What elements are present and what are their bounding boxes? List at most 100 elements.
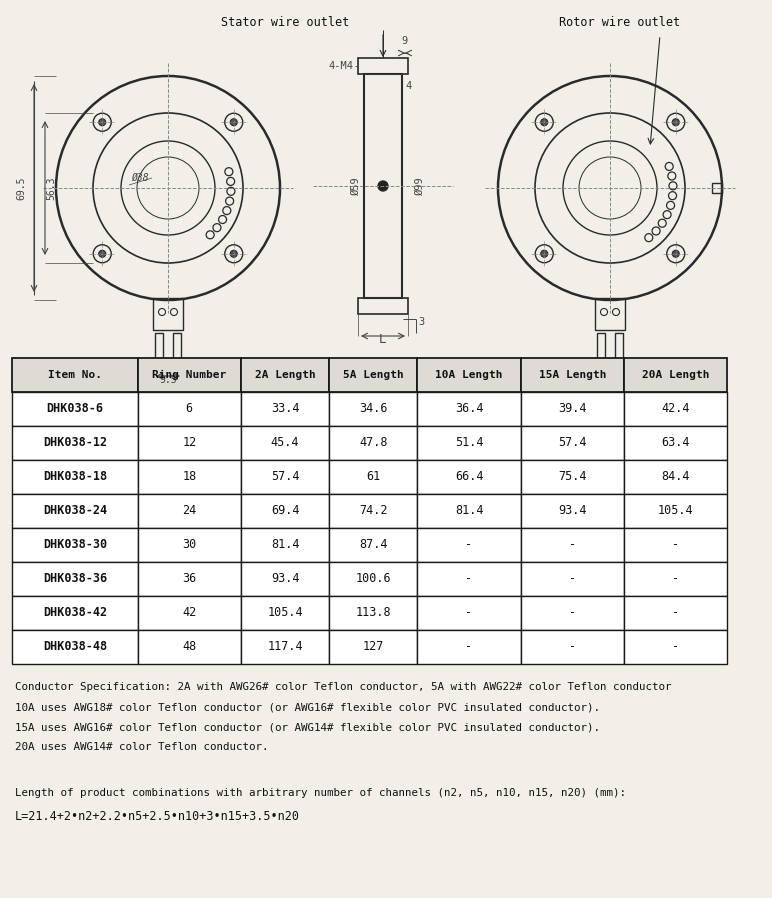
Bar	[12, 358, 137, 392]
Text: 87.4: 87.4	[359, 539, 388, 551]
Bar	[329, 562, 418, 596]
Bar	[241, 460, 329, 494]
Bar	[12, 392, 137, 426]
Text: 75.4: 75.4	[558, 471, 587, 483]
Text: Ø59: Ø59	[351, 177, 361, 196]
Bar	[329, 460, 418, 494]
Text: Length of product combinations with arbitrary number of channels (n2, n5, n10, n: Length of product combinations with arbi…	[15, 788, 626, 798]
Text: -: -	[569, 640, 576, 654]
Bar	[520, 596, 624, 630]
Text: 5A Length: 5A Length	[343, 370, 404, 380]
Text: 4: 4	[405, 81, 411, 91]
Text: Item No.: Item No.	[48, 370, 102, 380]
Bar	[137, 358, 241, 392]
Text: 93.4: 93.4	[558, 505, 587, 517]
Bar	[241, 494, 329, 528]
Bar	[595, 298, 625, 330]
Text: 57.4: 57.4	[558, 436, 587, 450]
Text: 74.2: 74.2	[359, 505, 388, 517]
Bar	[418, 358, 520, 392]
Text: 20A uses AWG14# color Teflon conductor.: 20A uses AWG14# color Teflon conductor.	[15, 742, 269, 752]
Text: 10A Length: 10A Length	[435, 370, 503, 380]
Bar	[418, 460, 520, 494]
Bar	[173, 333, 181, 361]
Bar	[12, 596, 137, 630]
Bar	[624, 596, 727, 630]
Bar	[153, 298, 183, 330]
Text: Conductor Specification: 2A with AWG26# color Teflon conductor, 5A with AWG22# c: Conductor Specification: 2A with AWG26# …	[15, 682, 672, 692]
Text: 30: 30	[182, 539, 196, 551]
Circle shape	[672, 119, 679, 126]
Text: -: -	[672, 640, 679, 654]
Bar	[418, 630, 520, 664]
Bar	[241, 392, 329, 426]
Bar	[418, 392, 520, 426]
Text: 69.4: 69.4	[271, 505, 300, 517]
Text: -: -	[569, 573, 576, 585]
Text: -: -	[672, 606, 679, 620]
Bar	[12, 494, 137, 528]
Bar	[615, 333, 623, 361]
Text: 66.4: 66.4	[455, 471, 483, 483]
Text: 18: 18	[182, 471, 196, 483]
Bar	[520, 358, 624, 392]
Bar	[520, 426, 624, 460]
Text: L=21.4+2•n2+2.2•n5+2.5•n10+3•n15+3.5•n20: L=21.4+2•n2+2.2•n5+2.5•n10+3•n15+3.5•n20	[15, 810, 300, 823]
Text: 4-M4: 4-M4	[328, 61, 353, 71]
Bar	[137, 528, 241, 562]
Bar	[329, 358, 418, 392]
Text: Ring Number: Ring Number	[152, 370, 226, 380]
Text: -: -	[466, 606, 472, 620]
Text: 9: 9	[402, 36, 408, 46]
Text: 45.4: 45.4	[271, 436, 300, 450]
Bar	[329, 630, 418, 664]
Bar	[137, 392, 241, 426]
Bar	[624, 460, 727, 494]
Bar	[624, 426, 727, 460]
Bar	[364, 74, 402, 298]
Bar	[241, 528, 329, 562]
Text: 42: 42	[182, 606, 196, 620]
Text: 36.4: 36.4	[455, 402, 483, 416]
Text: 6: 6	[186, 402, 193, 416]
Bar	[520, 392, 624, 426]
Bar	[241, 426, 329, 460]
Text: 56.3: 56.3	[46, 176, 56, 199]
Bar	[12, 460, 137, 494]
Text: 24: 24	[182, 505, 196, 517]
Text: 113.8: 113.8	[355, 606, 391, 620]
Bar	[624, 494, 727, 528]
Text: Rotor wire outlet: Rotor wire outlet	[560, 15, 681, 29]
Text: -: -	[569, 539, 576, 551]
Text: 42.4: 42.4	[662, 402, 689, 416]
Bar	[329, 528, 418, 562]
Bar	[520, 630, 624, 664]
Bar	[137, 596, 241, 630]
Bar	[418, 528, 520, 562]
Bar	[12, 562, 137, 596]
Text: -: -	[672, 573, 679, 585]
Text: 15A Length: 15A Length	[539, 370, 606, 380]
Bar	[329, 596, 418, 630]
Circle shape	[99, 119, 106, 126]
Text: 105.4: 105.4	[658, 505, 693, 517]
Text: Stator wire outlet: Stator wire outlet	[221, 15, 349, 29]
Bar	[137, 460, 241, 494]
Text: 47.8: 47.8	[359, 436, 388, 450]
Text: DHK038-6: DHK038-6	[46, 402, 103, 416]
Bar	[329, 494, 418, 528]
Bar	[241, 630, 329, 664]
Text: 51.4: 51.4	[455, 436, 483, 450]
Circle shape	[230, 119, 237, 126]
Bar	[418, 596, 520, 630]
Bar	[137, 630, 241, 664]
Text: 48: 48	[182, 640, 196, 654]
Text: 34.6: 34.6	[359, 402, 388, 416]
Circle shape	[540, 251, 548, 257]
Text: Ø99: Ø99	[415, 177, 425, 196]
Bar	[520, 494, 624, 528]
Bar	[137, 562, 241, 596]
Text: 117.4: 117.4	[267, 640, 303, 654]
Text: 100.6: 100.6	[355, 573, 391, 585]
Text: 81.4: 81.4	[455, 505, 483, 517]
